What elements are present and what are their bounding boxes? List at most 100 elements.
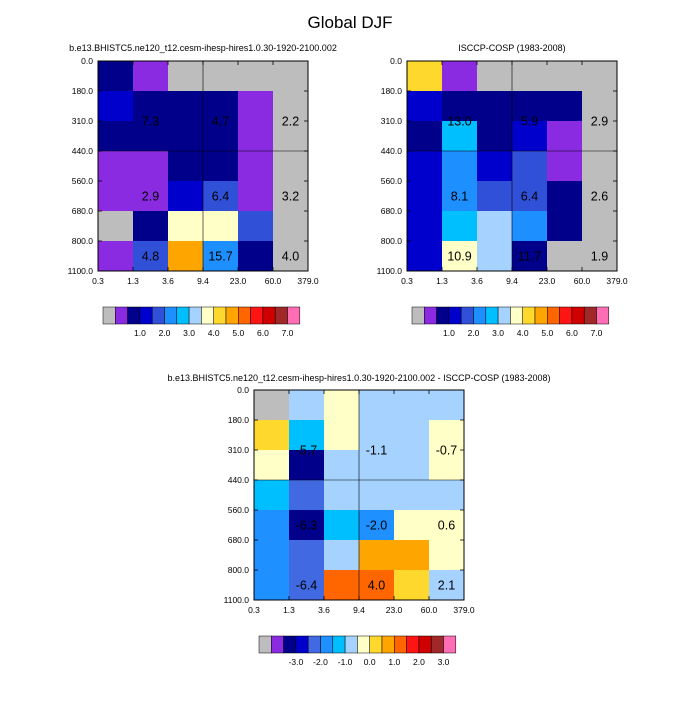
- x-tick-label: 60.0: [265, 276, 282, 286]
- heatmap-cell: [582, 151, 618, 182]
- colorbar-label: 2.0: [159, 328, 171, 338]
- y-tick-label: 560.0: [228, 505, 250, 515]
- heatmap-cell: [324, 570, 360, 601]
- heatmap-cell: [289, 390, 325, 421]
- model-panel: b.e13.BHISTC5.ne120_t12.cesm-ihesp-hires…: [68, 43, 337, 338]
- heatmap-cell: [512, 181, 548, 212]
- heatmap-cell: [429, 480, 465, 511]
- colorbar-swatch: [225, 306, 239, 325]
- data-label: -6.4: [296, 579, 318, 593]
- y-tick-label: 800.0: [228, 565, 250, 575]
- colorbar-label: -3.0: [289, 657, 304, 667]
- data-label: 6.4: [212, 190, 229, 204]
- heatmap-cell: [133, 241, 169, 272]
- data-label: 7.3: [142, 115, 159, 129]
- colorbar-swatch: [369, 635, 383, 654]
- colorbar-label: 7.0: [282, 328, 294, 338]
- colorbar-swatch: [271, 635, 284, 654]
- y-tick-label: 0.0: [81, 56, 93, 66]
- heatmap-cell: [547, 151, 583, 182]
- data-label: -2.0: [366, 519, 388, 533]
- colorbar-swatch: [258, 635, 272, 654]
- heatmap-cell: [98, 151, 134, 182]
- heatmap-cell: [324, 510, 360, 541]
- data-label: 5.9: [521, 115, 538, 129]
- heatmap-cell: [359, 540, 395, 571]
- colorbar-swatch: [381, 635, 395, 654]
- colorbar-label: -1.0: [338, 657, 353, 667]
- heatmap-cell: [477, 181, 513, 212]
- heatmap-cell: [98, 121, 134, 152]
- colorbar-swatch: [139, 306, 153, 325]
- heatmap-cell: [582, 91, 618, 122]
- heatmap-cell: [98, 241, 134, 272]
- data-label: 4.0: [368, 579, 385, 593]
- heatmap-cell: [273, 181, 309, 212]
- heatmap-cell: [273, 91, 309, 122]
- diff-title: b.e13.BHISTC5.ne120_t12.cesm-ihesp-hires…: [167, 373, 550, 383]
- heatmap-cell: [289, 420, 325, 451]
- data-label: -5.7: [296, 444, 318, 458]
- y-tick-label: 560.0: [72, 176, 94, 186]
- colorbar-label: 7.0: [591, 328, 603, 338]
- heatmap-cell: [133, 181, 169, 212]
- heatmap-cell: [289, 570, 325, 601]
- heatmap-cell: [547, 181, 583, 212]
- heatmap-cell: [254, 450, 290, 481]
- colorbar-swatch: [344, 635, 358, 654]
- heatmap-cell: [133, 151, 169, 182]
- heatmap-cell: [512, 121, 548, 152]
- colorbar-swatch: [443, 635, 457, 654]
- heatmap-cell: [359, 390, 395, 421]
- colorbar-swatch: [201, 306, 214, 325]
- heatmap-cell: [254, 540, 290, 571]
- data-label: 2.2: [282, 115, 299, 129]
- colorbar-swatch: [406, 635, 420, 654]
- x-tick-label: 379.0: [297, 276, 319, 286]
- heatmap-cell: [359, 510, 395, 541]
- colorbar-swatch: [102, 306, 116, 325]
- heatmap-cell: [582, 121, 618, 152]
- x-tick-label: 0.3: [92, 276, 104, 286]
- y-tick-label: 180.0: [228, 415, 250, 425]
- heatmap-cell: [238, 241, 274, 272]
- heatmap-cell: [203, 181, 239, 212]
- y-tick-label: 440.0: [72, 146, 94, 156]
- heatmap-cell: [477, 151, 513, 182]
- heatmap-cell: [359, 480, 395, 511]
- data-label: 4.0: [282, 250, 299, 264]
- data-label: 2.6: [591, 190, 608, 204]
- x-tick-label: 3.6: [162, 276, 174, 286]
- heatmap-cell: [512, 151, 548, 182]
- colorbar-swatch: [262, 306, 276, 325]
- y-tick-label: 310.0: [381, 116, 403, 126]
- heatmap-cell: [407, 151, 443, 182]
- colorbar-label: 3.0: [438, 657, 450, 667]
- heatmap-cell: [407, 121, 443, 152]
- colorbar-swatch: [596, 306, 610, 325]
- data-label: 6.4: [521, 190, 538, 204]
- x-tick-label: 379.0: [453, 605, 475, 615]
- heatmap-cell: [254, 510, 290, 541]
- heatmap-cell: [289, 510, 325, 541]
- colorbar-swatch: [151, 306, 165, 325]
- heatmap-cell: [512, 211, 548, 242]
- colorbar-label: 3.0: [492, 328, 504, 338]
- obs-panel: ISCCP-COSP (1983-2008) 0.0 180.0 310.0 440.0…: [377, 43, 628, 338]
- colorbar-swatch: [250, 306, 264, 325]
- heatmap-cell: [407, 211, 443, 242]
- heatmap-cell: [273, 121, 309, 152]
- heatmap-cell: [512, 241, 548, 272]
- heatmap-cell: [324, 480, 360, 511]
- heatmap-cell: [442, 151, 478, 182]
- heatmap-cell: [289, 450, 325, 481]
- heatmap-cell: [582, 61, 618, 92]
- colorbar-swatch: [411, 306, 425, 325]
- x-tick-label: 9.4: [506, 276, 518, 286]
- x-tick-label: 1.3: [127, 276, 139, 286]
- heatmap-cell: [359, 450, 395, 481]
- model-colorbar: 1.0 2.0 3.0 4.0 5.0 6.0 7.0: [102, 306, 301, 338]
- heatmap-cell: [168, 211, 204, 242]
- heatmap-cell: [359, 570, 395, 601]
- heatmap-cell: [442, 211, 478, 242]
